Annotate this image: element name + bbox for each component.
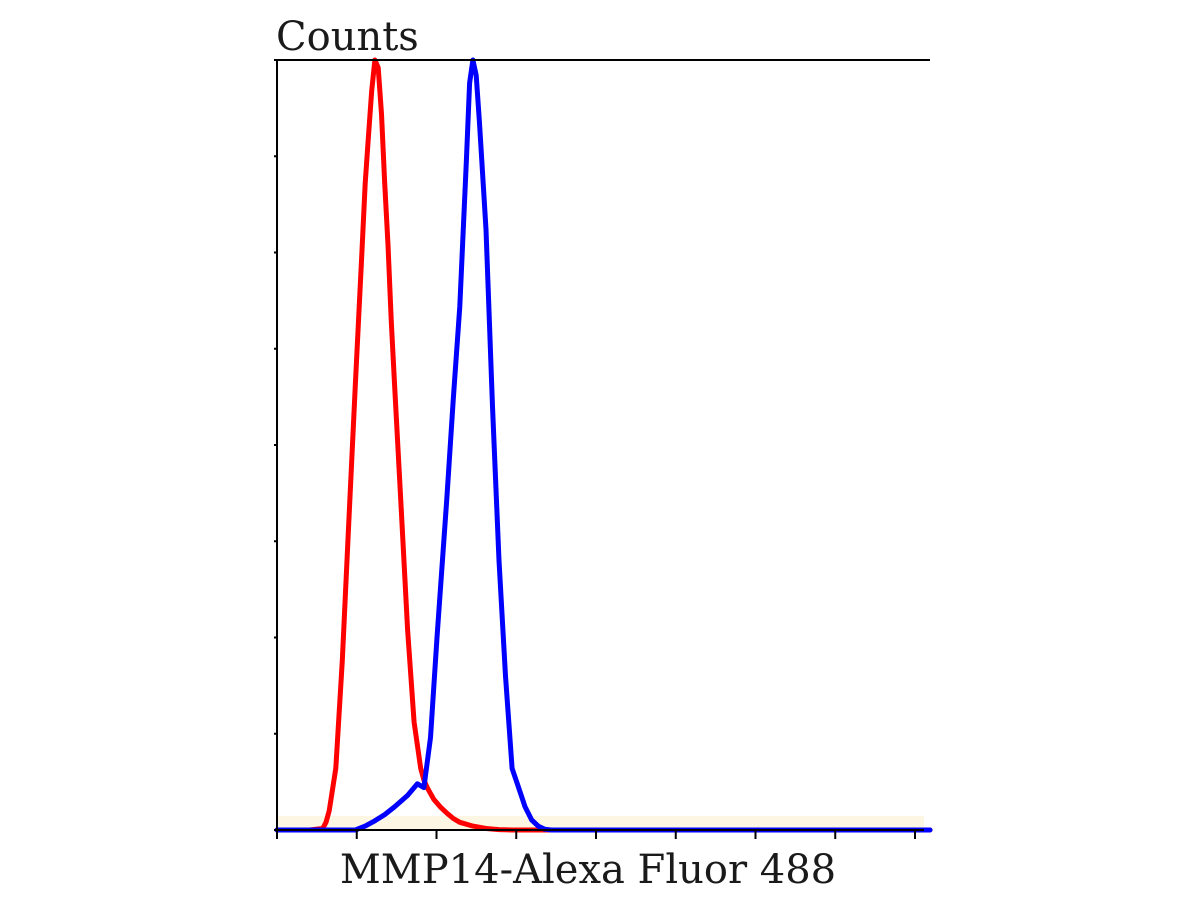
baseline-band <box>277 816 924 830</box>
x-axis-label: MMP14-Alexa Fluor 488 <box>340 847 836 893</box>
series-line-1 <box>274 57 933 833</box>
y-ticks <box>274 59 277 831</box>
x-ticks <box>276 830 916 839</box>
y-axis-label: Counts <box>276 14 419 60</box>
